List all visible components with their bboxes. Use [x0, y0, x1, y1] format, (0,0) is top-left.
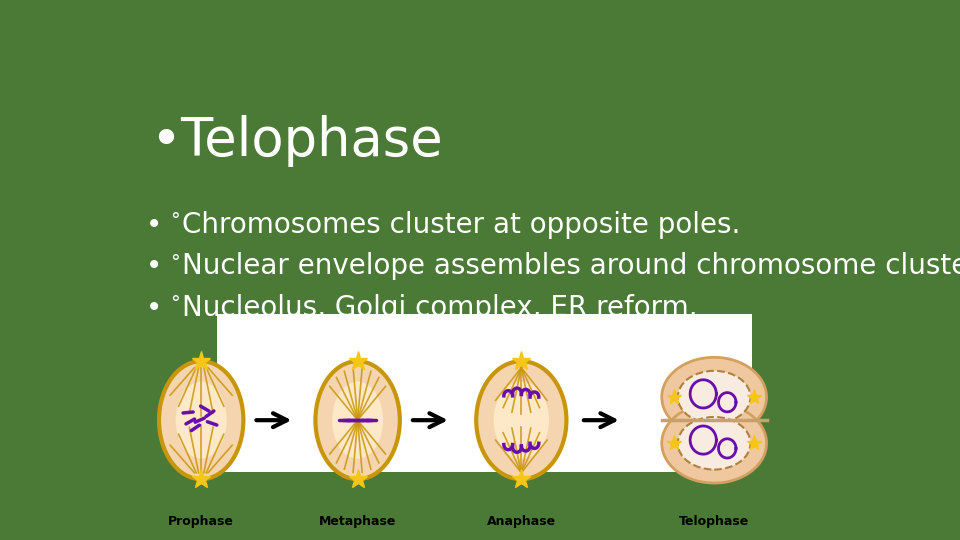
Text: Nucleolus, Golgi complex, ER reform.: Nucleolus, Golgi complex, ER reform. [181, 294, 697, 322]
Text: Prophase: Prophase [168, 515, 234, 528]
Ellipse shape [316, 361, 399, 479]
Ellipse shape [493, 382, 549, 458]
Ellipse shape [661, 357, 766, 437]
Text: •: • [146, 253, 162, 280]
Text: •: • [146, 211, 162, 239]
Text: Metaphase: Metaphase [319, 515, 396, 528]
Ellipse shape [159, 361, 244, 479]
Text: Nuclear envelope assembles around chromosome cluster.: Nuclear envelope assembles around chromo… [181, 253, 960, 280]
Text: Telophase: Telophase [679, 515, 749, 528]
Ellipse shape [678, 417, 751, 470]
Ellipse shape [176, 382, 227, 458]
Text: °: ° [171, 253, 180, 272]
Text: •: • [146, 294, 162, 322]
FancyBboxPatch shape [217, 314, 753, 472]
Text: °: ° [171, 294, 180, 313]
Ellipse shape [678, 371, 751, 423]
Text: •Telophase: •Telophase [150, 114, 443, 167]
Text: °: ° [171, 211, 180, 230]
Text: Chromosomes cluster at opposite poles.: Chromosomes cluster at opposite poles. [181, 211, 740, 239]
Text: Anaphase: Anaphase [487, 515, 556, 528]
Ellipse shape [661, 403, 766, 483]
Ellipse shape [476, 361, 566, 479]
Ellipse shape [332, 382, 383, 458]
